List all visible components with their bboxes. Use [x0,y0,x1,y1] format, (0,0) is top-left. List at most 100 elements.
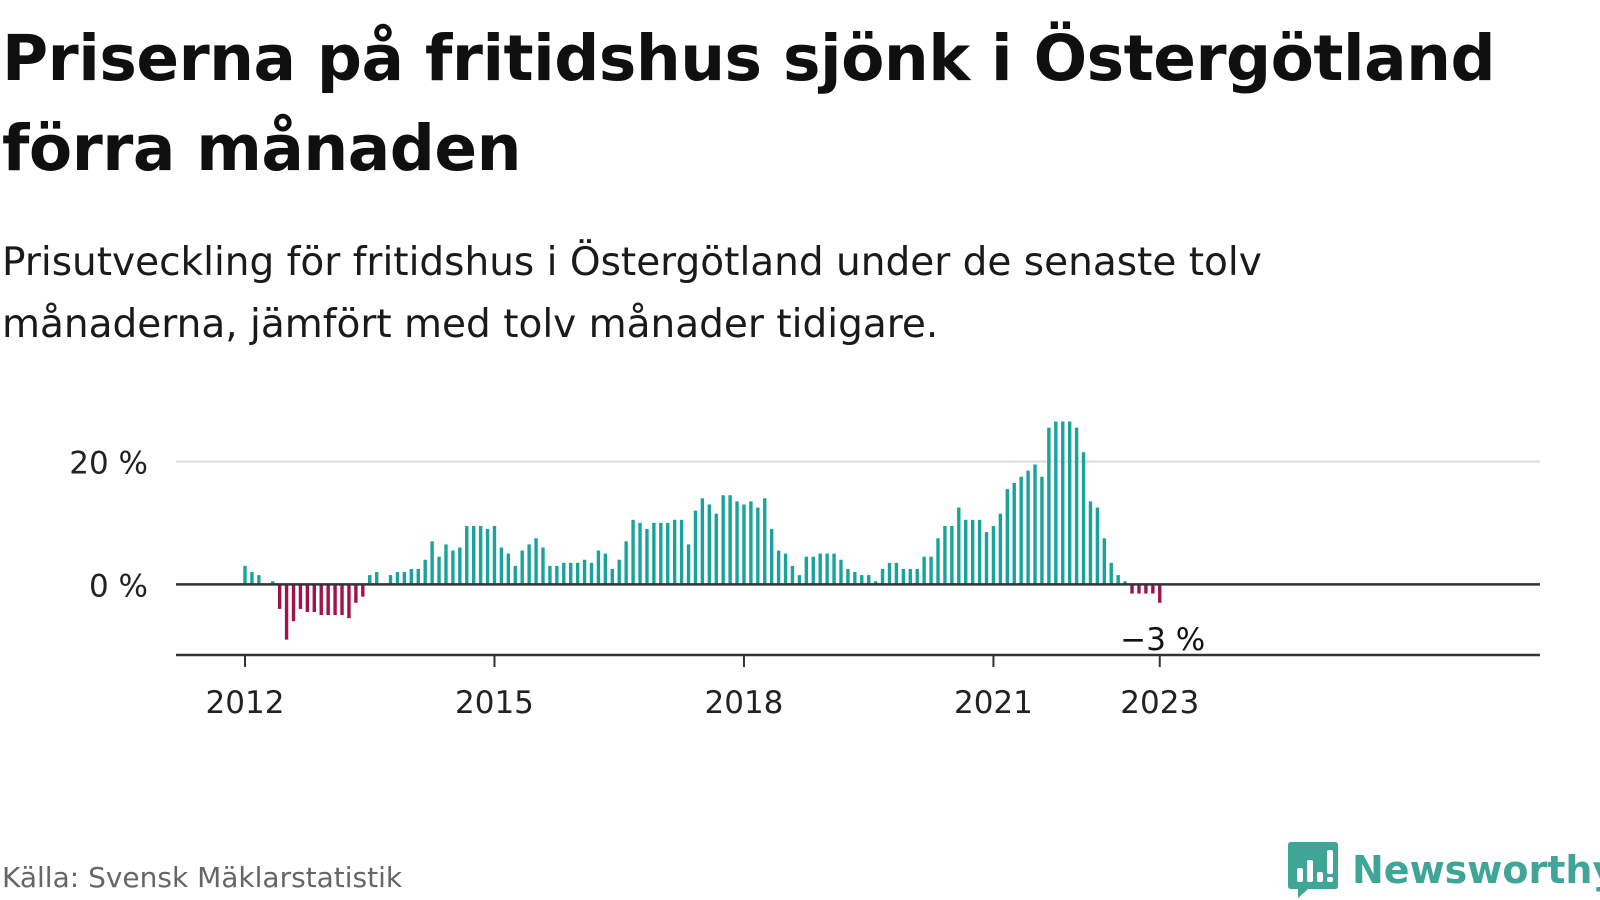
bar [804,556,809,585]
bar [458,547,462,585]
bar [624,541,628,585]
bar [1088,501,1093,585]
bar [319,584,323,616]
bar [1095,507,1100,585]
y-tick-label: 20 % [69,445,148,481]
bars [243,421,1162,640]
axes [176,583,1540,667]
bar [423,559,427,585]
bar [1054,421,1058,585]
bar [735,501,739,585]
bar [887,562,892,585]
bar [492,525,497,585]
bar [666,522,670,585]
bar [326,584,330,616]
bar [783,553,788,585]
bar [305,584,310,612]
bar [361,584,365,597]
bar [977,519,982,585]
bar [964,519,968,585]
bar [1005,489,1009,585]
bar [1137,584,1141,594]
bar [950,525,954,585]
bar [839,559,843,585]
bar [513,565,517,585]
bar [957,507,961,585]
chart-subtitle: Prisutveckling för fritidshus i Östergöt… [2,240,1262,347]
data-label: −3 % [1120,622,1205,658]
bar [465,525,469,585]
bar [998,513,1003,585]
bar [284,584,289,640]
bar [693,510,698,585]
bar [811,556,815,585]
bar [908,568,912,585]
bar [617,559,621,585]
x-tick-label: 2021 [954,685,1033,721]
bar [527,544,531,585]
bar [1158,584,1162,603]
bar [291,584,296,622]
bar [659,522,663,585]
bar [818,553,822,585]
bar [277,584,282,609]
bar [395,572,400,585]
bar [936,538,940,585]
bar [1074,427,1079,585]
bar [645,529,649,585]
bar [984,532,989,585]
bar [388,575,393,585]
bar [1109,562,1113,585]
bar [444,544,448,585]
x-tick-label: 2012 [206,685,285,721]
bar [638,522,642,585]
bar [312,584,316,612]
bar-chart: 0 % 20 % 2012 2015 2018 2021 2023 −3 % [69,421,1540,721]
bar [832,553,836,585]
bar [257,575,261,585]
bar [582,559,587,585]
bar [347,584,351,619]
bar [409,568,414,585]
bar [991,525,996,585]
bar [603,553,608,585]
bar [562,562,566,585]
bar [437,556,441,585]
bar [970,519,975,585]
bar [1019,476,1023,585]
bar [776,550,781,585]
bar [943,525,947,585]
bar [728,495,732,585]
bar [485,529,490,585]
bar [915,568,919,585]
bar [520,550,524,585]
bar [555,565,559,585]
bar [471,525,476,585]
x-tick-label: 2018 [705,685,784,721]
bar [1144,584,1148,594]
bar [1067,421,1072,585]
bar [541,547,545,585]
bar [610,568,614,585]
bar [901,568,906,585]
bar [679,519,684,585]
bar [707,504,712,585]
bar [298,584,303,609]
bar [1040,476,1044,585]
brand-logo: Newsworthy [1288,842,1600,898]
bar [416,568,420,585]
bar [825,553,829,585]
bar [929,556,933,585]
bar [1151,584,1155,594]
bar [686,544,691,585]
bar [769,529,774,585]
bar [672,519,677,585]
x-tick-label: 2023 [1120,685,1199,721]
source-note: Källa: Svensk Mäklarstatistik [2,861,403,894]
bar [402,572,407,585]
bar [430,541,434,585]
bar [873,581,878,585]
bar [922,556,926,585]
bar [1061,421,1065,585]
bar [763,498,767,585]
